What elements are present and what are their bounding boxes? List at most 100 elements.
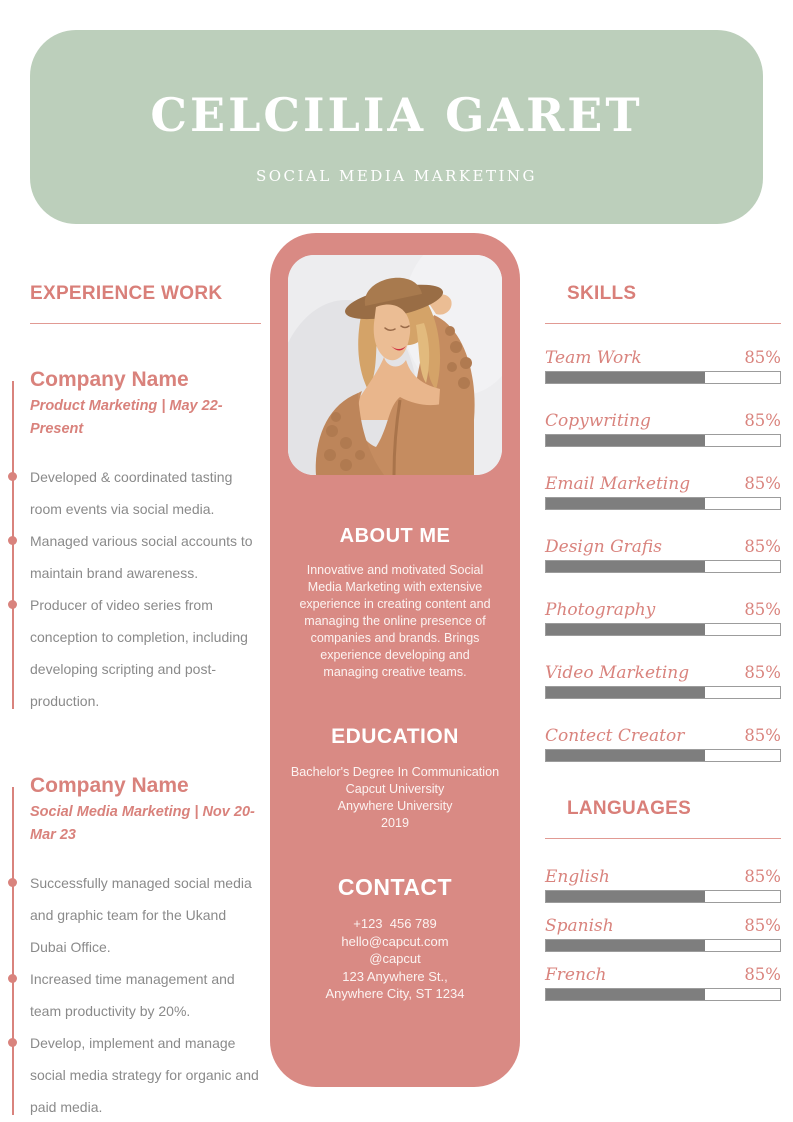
skill-label: Contect Creator: [545, 726, 685, 746]
skill-value: 85%: [744, 663, 781, 682]
education-line: Capcut University: [345, 782, 445, 796]
skill-bar-fill: [546, 750, 706, 761]
company-name: Company Name: [30, 368, 189, 391]
skill-bar-fill: [546, 498, 706, 509]
contact-heading: CONTACT: [337, 874, 453, 900]
languages-divider: [545, 838, 781, 839]
skill-bar: [545, 497, 781, 510]
profile-panel: ABOUT ME Innovative and motivated Social…: [270, 233, 520, 1087]
job-meta: Product Marketing | May 22-Present: [30, 398, 223, 437]
contact-address-line: Anywhere City, ST 1234: [325, 986, 465, 1001]
header-banner: CELCILIA GARET SOCIAL MEDIA MARKETING: [30, 30, 763, 224]
skill-value: 85%: [744, 348, 781, 367]
languages-section: LANGUAGES English 85% Spanish 85% French 85…: [545, 798, 781, 1001]
language-bar-fill: [546, 940, 706, 951]
skills-list: Team Work 85% Copywriting 85% Email Market…: [545, 348, 781, 762]
skill-bar: [545, 623, 781, 636]
job-bullet: Producer of video series from conception…: [8, 589, 261, 717]
skill-label: Photography: [545, 600, 656, 620]
job-bullet: Successfully managed social media and gr…: [8, 867, 261, 963]
skill-item: Design Grafis 85%: [545, 537, 781, 573]
skill-bar-fill: [546, 561, 706, 572]
contact-handle: @capcut: [369, 951, 421, 966]
job-bullet-text: Managed various social accounts to maint…: [30, 533, 253, 582]
contact-address-line: 123 Anywhere St.,: [342, 968, 448, 984]
skills-heading: SKILLS: [567, 283, 637, 304]
skill-item: Video Marketing 85%: [545, 663, 781, 699]
language-bar-fill: [546, 989, 706, 1000]
skill-bar: [545, 434, 781, 447]
skill-item: Contect Creator 85%: [545, 726, 781, 762]
skill-bar: [545, 560, 781, 573]
skill-label: Email Marketing: [545, 474, 691, 494]
language-label: French: [545, 965, 607, 985]
skill-bar: [545, 686, 781, 699]
job-entry-2: Company Name Social Media Marketing | No…: [8, 773, 261, 1122]
contact-phone: +123 456 789: [353, 916, 437, 931]
language-label: Spanish: [545, 916, 614, 936]
job-bullet: Increased time management and team produ…: [8, 963, 261, 1027]
skill-item: Copywriting 85%: [545, 411, 781, 447]
timeline-line: [12, 381, 14, 710]
language-bar: [545, 988, 781, 1001]
profile-photo: [288, 255, 502, 475]
skill-bar-fill: [546, 624, 706, 635]
person-name: CELCILIA GARET: [150, 88, 643, 142]
job-bullet: Managed various social accounts to maint…: [8, 525, 261, 589]
education-heading: EDUCATION: [331, 725, 459, 748]
skill-value: 85%: [744, 726, 781, 745]
contact-details: +123 456 789 hello@capcut.com @capcut 12…: [270, 915, 520, 1003]
education-line: Bachelor's Degree In Communication: [290, 765, 500, 779]
about-text: Innovative and motivated Social Media Ma…: [299, 563, 491, 679]
skill-label: Copywriting: [545, 411, 651, 431]
job-bullet-list: Developed & coordinated tasting room eve…: [8, 461, 261, 717]
job-bullet: Developed & coordinated tasting room eve…: [8, 461, 261, 525]
language-bar: [545, 939, 781, 952]
language-value: 85%: [744, 867, 781, 886]
skill-label: Design Grafis: [545, 537, 662, 557]
skill-value: 85%: [744, 411, 781, 430]
skill-bar: [545, 749, 781, 762]
education-line: Anywhere University: [337, 799, 453, 813]
skill-value: 85%: [744, 537, 781, 556]
job-bullet-list: Successfully managed social media and gr…: [8, 867, 261, 1122]
skill-bar-fill: [546, 435, 706, 446]
timeline-dot-icon: [8, 974, 17, 984]
job-bullet: Develop, implement and manage social med…: [8, 1027, 261, 1122]
job-meta: Social Media Marketing | Nov 20-Mar 23: [30, 804, 255, 843]
education-line: 2019: [380, 816, 410, 830]
experience-divider: [30, 323, 261, 324]
about-heading: ABOUT ME: [339, 525, 451, 547]
job-bullet-text: Develop, implement and manage social med…: [30, 1035, 259, 1116]
job-entry-1: Company Name Product Marketing | May 22-…: [8, 367, 261, 717]
experience-section: EXPERIENCE WORK Company Name Product Mar…: [8, 283, 261, 1122]
job-bullet-text: Producer of video series from conception…: [30, 597, 248, 710]
skill-bar-fill: [546, 372, 706, 383]
language-value: 85%: [744, 916, 781, 935]
languages-heading: LANGUAGES: [567, 798, 692, 819]
job-bullet-text: Developed & coordinated tasting room eve…: [30, 469, 233, 518]
language-bar-fill: [546, 891, 706, 902]
skill-label: Team Work: [545, 348, 642, 368]
skill-value: 85%: [744, 600, 781, 619]
skill-bar-fill: [546, 687, 706, 698]
language-label: English: [545, 867, 610, 887]
language-item: Spanish 85%: [545, 916, 781, 952]
contact-email: hello@capcut.com: [341, 933, 449, 949]
timeline-dot-icon: [8, 1038, 17, 1048]
timeline-line: [12, 787, 14, 1116]
language-item: French 85%: [545, 965, 781, 1001]
skill-bar: [545, 371, 781, 384]
person-job-title: SOCIAL MEDIA MARKETING: [255, 166, 538, 185]
language-item: English 85%: [545, 867, 781, 903]
skill-value: 85%: [744, 474, 781, 493]
language-value: 85%: [744, 965, 781, 984]
language-bar: [545, 890, 781, 903]
timeline-dot-icon: [8, 600, 17, 610]
education-details: Bachelor's Degree In Communication Capcu…: [270, 764, 520, 832]
company-name: Company Name: [30, 774, 189, 798]
job-bullet-text: Successfully managed social media and gr…: [30, 875, 252, 956]
job-bullet-text: Increased time management and team produ…: [30, 971, 235, 1020]
skills-column: SKILLS Team Work 85% Copywriting 85% Email…: [545, 283, 781, 1014]
